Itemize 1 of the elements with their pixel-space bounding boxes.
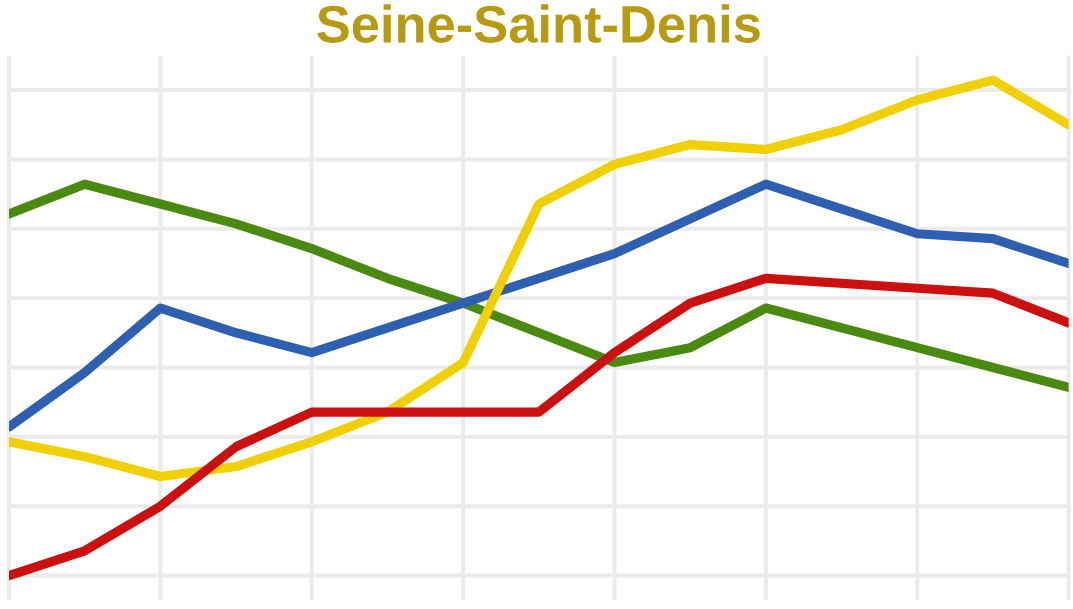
chart-title: Seine-Saint-Denis: [317, 4, 760, 43]
